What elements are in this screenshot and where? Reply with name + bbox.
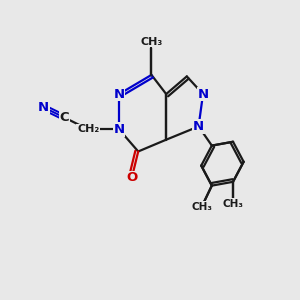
Text: N: N — [113, 123, 124, 136]
Text: CH₃: CH₃ — [223, 199, 244, 208]
Text: N: N — [113, 88, 124, 100]
Text: O: O — [126, 172, 137, 184]
Text: N: N — [193, 120, 204, 133]
Text: C: C — [60, 111, 69, 124]
Text: N: N — [197, 88, 208, 100]
Text: CH₃: CH₃ — [140, 37, 163, 47]
Text: CH₃: CH₃ — [191, 202, 212, 212]
Text: N: N — [38, 101, 49, 114]
Text: CH₂: CH₂ — [77, 124, 99, 134]
